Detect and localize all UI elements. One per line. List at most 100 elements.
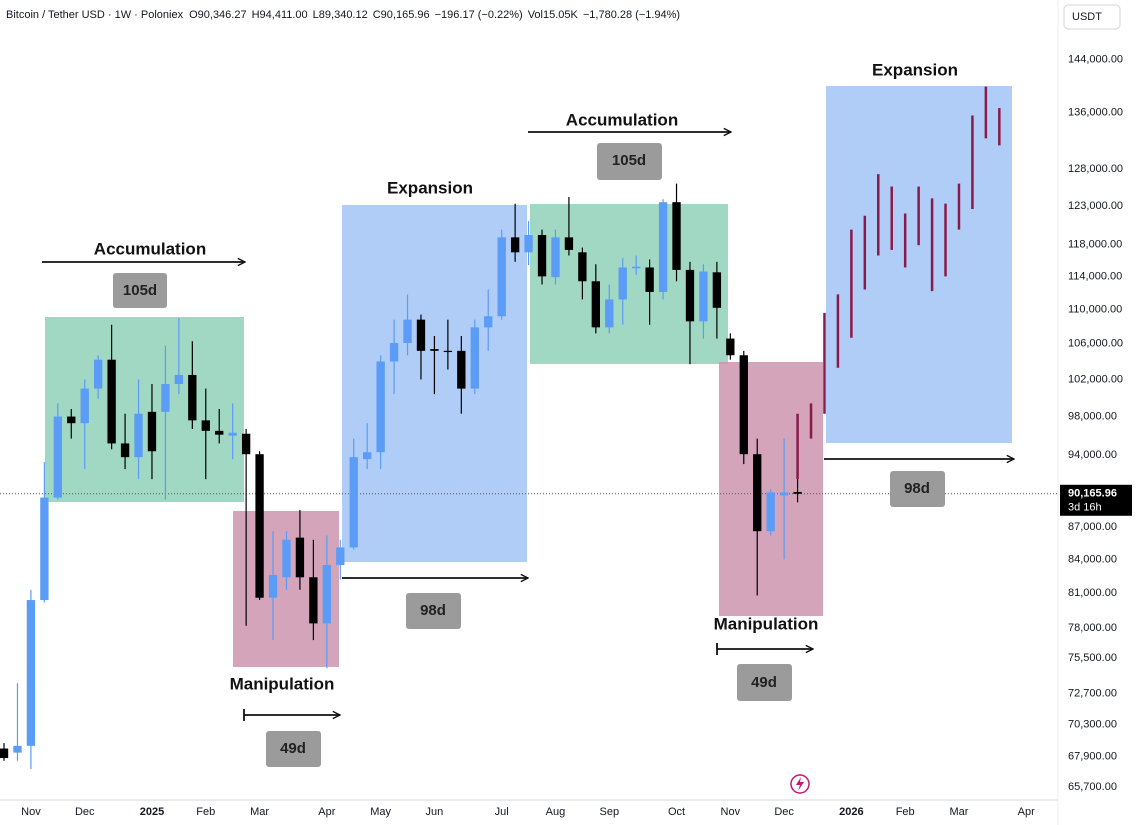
y-tick-label: 94,000.00 — [1068, 449, 1117, 461]
candle-body — [672, 202, 681, 270]
candle-body — [497, 237, 506, 317]
x-tick-label: 2025 — [140, 806, 164, 818]
candle-body — [443, 350, 453, 353]
x-tick-label: Nov — [721, 806, 741, 818]
y-tick-label: 84,000.00 — [1068, 553, 1117, 565]
alert-icon[interactable] — [790, 774, 810, 794]
phase-label: Expansion — [387, 178, 473, 197]
y-tick-label: 118,000.00 — [1068, 238, 1122, 250]
candle-body — [268, 575, 278, 598]
x-tick-label: Apr — [318, 806, 335, 818]
duration-label: 49d — [280, 740, 306, 757]
y-tick-label: 98,000.00 — [1068, 410, 1117, 422]
phase-label: Expansion — [872, 60, 958, 79]
accumulation-zone — [45, 317, 244, 502]
candle-body — [766, 492, 775, 532]
plot — [0, 86, 1058, 770]
symbol: Bitcoin / Tether USD · 1W · Poloniex — [6, 9, 184, 21]
y-tick-label: 123,000.00 — [1068, 200, 1123, 212]
candle-body — [336, 547, 345, 565]
candle-body — [564, 237, 574, 250]
header-stat: Vol15.05K — [528, 9, 579, 21]
x-tick-label: Dec — [75, 806, 95, 818]
ohlc-stats: O90,346.27 H94,411.00 L89,340.12 C90,165.96… — [189, 9, 680, 21]
x-tick-label: Jul — [495, 806, 509, 818]
duration-label: 98d — [904, 480, 930, 497]
y-tick-label: 136,000.00 — [1068, 107, 1123, 119]
candle-body — [430, 349, 439, 351]
y-tick-label: 72,700.00 — [1068, 687, 1117, 699]
header-stat: −1,780.28 (−1.94%) — [583, 9, 680, 21]
expansion-zone — [826, 86, 1012, 443]
candle-body — [578, 252, 587, 282]
y-tick-label: 110,000.00 — [1068, 303, 1122, 315]
x-tick-label: 2026 — [839, 806, 863, 818]
candle-body — [403, 319, 412, 343]
candle-body — [645, 267, 654, 292]
y-tick-label: 144,000.00 — [1068, 54, 1123, 66]
candle-body — [26, 600, 36, 746]
candle-body — [201, 420, 210, 431]
phase-label: Accumulation — [94, 239, 206, 258]
candle-body — [322, 564, 331, 624]
y-tick-label: 87,000.00 — [1068, 521, 1117, 533]
y-tick-label: 67,900.00 — [1068, 751, 1117, 763]
candle-body — [699, 271, 708, 322]
header-stat: −196.17 (−0.22%) — [435, 9, 523, 21]
candle-body — [793, 491, 802, 494]
y-tick-label: 128,000.00 — [1068, 163, 1123, 175]
candle-body — [524, 235, 533, 253]
candle-body — [174, 374, 184, 385]
candle-body — [685, 269, 695, 322]
candle-body — [779, 492, 789, 496]
candle-body — [147, 411, 157, 452]
x-tick-label: Aug — [546, 806, 566, 818]
annotations: Accumulation 105d Manipulation 49d Expan… — [94, 60, 958, 767]
phase-label: Manipulation — [714, 614, 819, 633]
x-tick-label: Feb — [196, 806, 215, 818]
y-tick-label: 114,000.00 — [1068, 270, 1122, 282]
phase-label: Manipulation — [230, 674, 335, 693]
y-tick-label: 78,000.00 — [1068, 622, 1117, 634]
candle-body — [618, 267, 627, 300]
price-tag — [1060, 484, 1132, 516]
duration-label: 98d — [420, 602, 446, 619]
y-tick-label: 106,000.00 — [1068, 338, 1123, 350]
candle-body — [67, 416, 76, 424]
candle-body — [470, 327, 479, 389]
phase-label: Accumulation — [566, 110, 678, 129]
arrows — [42, 132, 1014, 721]
x-tick-label: Oct — [668, 806, 685, 818]
candle-body — [712, 272, 722, 308]
price-tag-countdown: 3d 16h — [1068, 502, 1102, 514]
candle-body — [349, 457, 358, 548]
duration-box — [113, 273, 167, 308]
candle-body — [726, 338, 735, 356]
header-stat: L89,340.12 — [313, 9, 368, 21]
header: Bitcoin / Tether USD · 1W · Poloniex O90,… — [6, 9, 680, 21]
candle-body — [363, 452, 372, 460]
y-tick-label: 70,300.00 — [1068, 718, 1117, 730]
candle-body — [389, 342, 399, 362]
candle-body — [510, 237, 520, 253]
currency: USDT — [1072, 11, 1102, 23]
duration-label: 105d — [612, 152, 646, 169]
candle-body — [40, 497, 49, 601]
x-tick-label: Jun — [426, 806, 444, 818]
duration-box — [597, 143, 662, 180]
manipulation-zone — [719, 362, 823, 616]
currency-box[interactable] — [1063, 4, 1121, 30]
y-tick-label: 81,000.00 — [1068, 587, 1117, 599]
candle-body — [282, 539, 291, 578]
y-tick-label: 75,500.00 — [1068, 652, 1117, 664]
accumulation-zone — [530, 204, 728, 364]
candle-body — [53, 416, 62, 498]
duration-box — [406, 593, 461, 629]
axis-labels: 144,000.00 136,000.00 128,000.00 123,000.00… — [21, 54, 1132, 818]
candle-body — [484, 316, 493, 328]
header-stat: C90,165.96 — [373, 9, 430, 21]
zones — [45, 86, 1012, 667]
candle-body — [457, 350, 466, 389]
